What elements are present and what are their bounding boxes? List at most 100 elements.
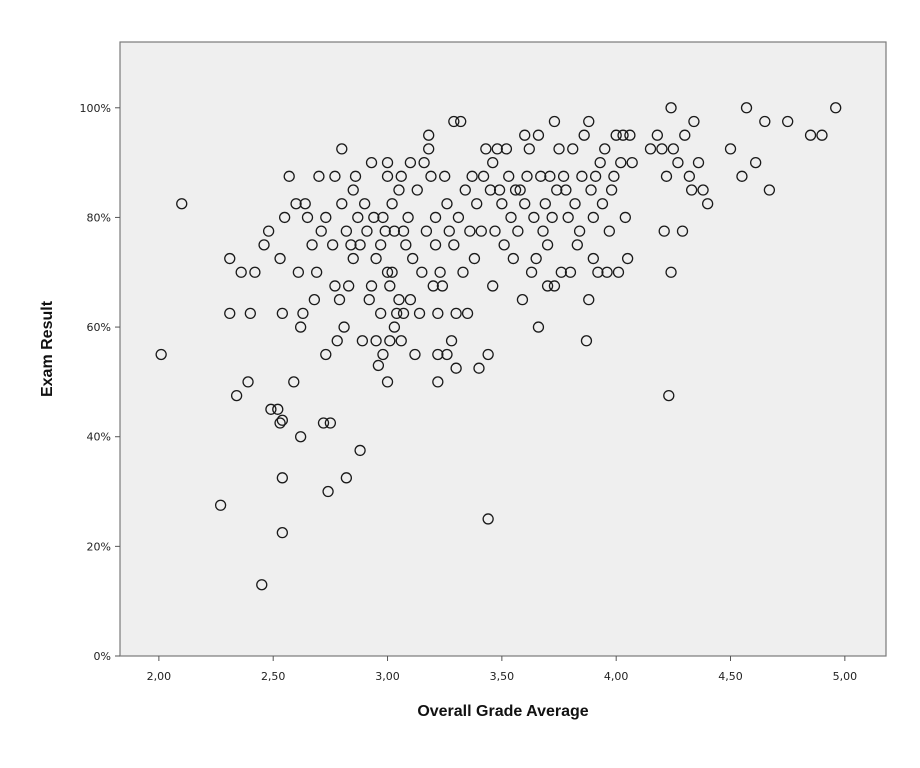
scatter-point [439, 170, 451, 182]
scatter-point [292, 266, 305, 278]
scatter-point [571, 239, 583, 251]
scatter-point [276, 307, 288, 320]
scatter-point [244, 307, 256, 320]
scatter-point [461, 307, 474, 320]
scatter-point [427, 280, 439, 292]
scatter-point [541, 280, 554, 292]
scatter-point [663, 389, 675, 402]
scatter-point [532, 129, 545, 141]
scatter-point [519, 129, 531, 141]
scatter-point [359, 198, 371, 210]
scatter-point [404, 294, 417, 306]
scatter-point [528, 211, 540, 224]
scatter-point [265, 403, 277, 415]
scatter-point [276, 527, 288, 539]
scatter-point [375, 307, 387, 320]
scatter-point [605, 184, 618, 196]
scatter-point [553, 143, 565, 155]
scatter-point [782, 115, 794, 128]
scatter-point [313, 170, 325, 182]
scatter-point [429, 239, 442, 251]
scatter-point [343, 280, 355, 292]
scatter-point [596, 198, 609, 210]
scatter-point [615, 156, 627, 169]
scatter-point [619, 211, 631, 224]
scatter-point [315, 225, 327, 237]
scatter-point [539, 198, 551, 210]
scatter-point [356, 335, 369, 347]
scatter-point [377, 211, 389, 224]
scatter-point [306, 239, 318, 251]
scatter-point [491, 143, 503, 155]
scatter-point [489, 225, 501, 237]
scatter-point [381, 266, 394, 278]
scatter-point [272, 403, 284, 415]
y-tick-label: 80% [87, 211, 111, 224]
scatter-point [340, 225, 353, 237]
scatter-point [423, 129, 435, 141]
scatter-point [740, 102, 753, 114]
scatter-point [450, 307, 462, 320]
scatter-point [411, 184, 423, 196]
scatter-point [443, 225, 455, 237]
scatter-point [297, 307, 309, 320]
scatter-point [516, 294, 529, 306]
scatter-point [235, 266, 247, 278]
scatter-point [345, 239, 357, 251]
scatter-point [477, 170, 490, 182]
scatter-point [393, 184, 405, 196]
scatter-point [404, 156, 417, 169]
scatter-point [564, 266, 577, 278]
scatter-point [580, 335, 593, 347]
scatter-point [610, 129, 622, 141]
y-tick-label: 0% [94, 650, 111, 663]
scatter-point [471, 198, 483, 210]
scatter-point [155, 348, 167, 361]
scatter-point [464, 225, 476, 237]
scatter-point [388, 225, 401, 237]
scatter-point [496, 198, 508, 210]
x-tick-label: 5,00 [833, 670, 858, 683]
scatter-point [507, 252, 519, 265]
scatter-point [347, 184, 359, 196]
x-axis-title: Overall Grade Average [417, 703, 588, 720]
scatter-point [452, 211, 465, 224]
scatter-point [530, 252, 542, 265]
data-points [155, 102, 842, 591]
scatter-point [402, 211, 414, 224]
scatter-point [688, 115, 700, 128]
scatter-point [569, 198, 581, 210]
y-axis-ticks: 0% 20% 40% 60% 80% 100% [80, 102, 120, 663]
scatter-point [310, 266, 323, 278]
scatter-point [592, 266, 604, 278]
scatter-point [816, 129, 828, 141]
scatter-point [551, 184, 563, 196]
scatter-point [656, 143, 668, 155]
scatter-point [480, 143, 492, 155]
scatter-point [587, 252, 599, 265]
scatter-point [333, 294, 346, 306]
scatter-point [644, 143, 657, 155]
scatter-point [242, 376, 254, 388]
scatter-point [283, 170, 295, 182]
scatter-point [416, 266, 428, 278]
scatter-point [384, 280, 396, 292]
x-tick-label: 3,00 [375, 670, 400, 683]
scatter-point [230, 389, 243, 402]
scatter-point [409, 348, 421, 361]
scatter-point [379, 225, 391, 237]
x-tick-label: 3,50 [490, 670, 515, 683]
scatter-point [560, 184, 572, 196]
scatter-point [448, 239, 460, 251]
scatter-point [750, 156, 762, 169]
scatter-point [562, 211, 574, 224]
scatter-point [473, 362, 485, 374]
scatter-point [599, 143, 611, 155]
scatter-point [468, 252, 481, 265]
scatter-point [617, 129, 629, 141]
scatter-point [459, 184, 471, 196]
scatter-point [544, 170, 556, 182]
scatter-point [535, 170, 547, 182]
scatter-point [354, 444, 366, 457]
y-tick-label: 40% [87, 431, 111, 444]
